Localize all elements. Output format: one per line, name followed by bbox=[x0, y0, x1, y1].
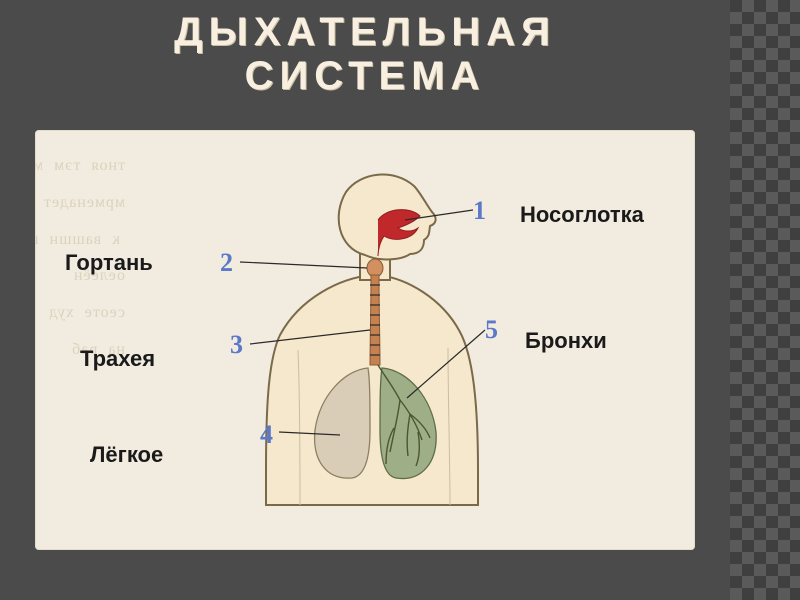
label-larynx: Гортань bbox=[65, 250, 153, 276]
anatomy-svg bbox=[260, 170, 485, 510]
label-nasopharynx: Носоглотка bbox=[520, 202, 644, 228]
title-line-2: СИСТЕМА bbox=[245, 54, 486, 98]
title-line-1: ДЫХАТЕЛЬНАЯ bbox=[174, 10, 556, 54]
slide-stage: ДЫХАТЕЛЬНАЯ СИСТЕМА тноя тэм медлен мрме… bbox=[0, 0, 800, 600]
slide-title: ДЫХАТЕЛЬНАЯ СИСТЕМА bbox=[0, 10, 730, 98]
slide-checker-edge bbox=[730, 0, 800, 600]
label-trachea: Трахея bbox=[80, 346, 155, 372]
callout-number-2: 2 bbox=[220, 248, 233, 278]
callout-number-5: 5 bbox=[485, 315, 498, 345]
label-bronchi: Бронхи bbox=[525, 328, 607, 354]
diagram-card: тноя тэм медлен мрменадет всѐ к вашшн вн… bbox=[35, 130, 695, 550]
larynx bbox=[367, 259, 383, 277]
label-lung: Лёгкое bbox=[90, 442, 163, 468]
anatomy-figure bbox=[260, 170, 485, 510]
trachea bbox=[370, 275, 380, 365]
callout-number-3: 3 bbox=[230, 330, 243, 360]
